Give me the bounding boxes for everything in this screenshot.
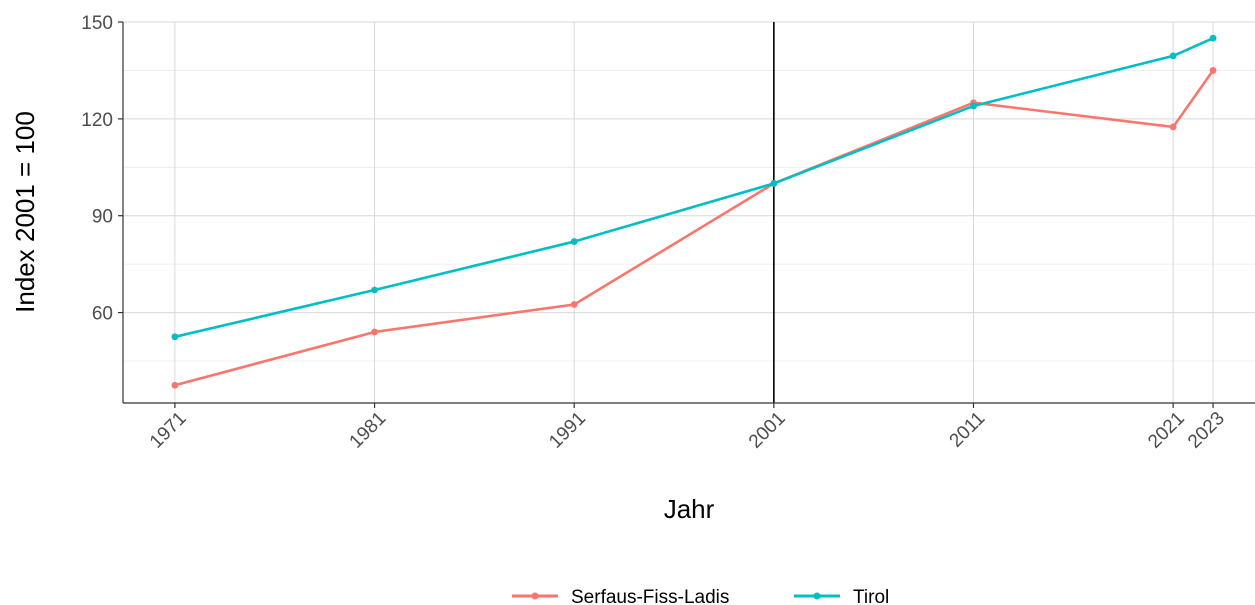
y-tick-label: 120 — [81, 110, 113, 131]
data-point — [1209, 67, 1217, 74]
x-tick-label: 1981 — [346, 408, 391, 453]
data-point — [171, 333, 179, 341]
legend: Serfaus-Fiss-Ladis Tirol — [512, 587, 889, 605]
x-tick-label: 2023 — [1184, 408, 1229, 453]
data-point — [171, 381, 179, 389]
legend-label: Serfaus-Fiss-Ladis — [571, 587, 729, 605]
x-tick-label: 1971 — [146, 408, 191, 453]
legend-item-tirol: Tirol — [794, 587, 889, 605]
x-tick-label: 2021 — [1144, 408, 1189, 453]
x-tick-label: 2011 — [946, 408, 990, 452]
data-point — [570, 238, 578, 245]
data-point — [371, 286, 378, 294]
y-tick-label: 150 — [81, 13, 113, 34]
series-line — [174, 69, 1215, 387]
y-axis-title: Index 2001 = 100 — [10, 111, 40, 313]
data-point — [570, 301, 578, 308]
data-point — [1169, 123, 1177, 131]
legend-key-point — [813, 592, 821, 600]
data-point — [970, 102, 977, 110]
x-tick-label: 1991 — [545, 408, 590, 453]
x-tick-label: 2001 — [745, 408, 790, 453]
data-point — [371, 328, 378, 336]
y-tick-label: 60 — [92, 304, 113, 325]
y-tick-label: 90 — [92, 207, 113, 228]
legend-item-serfaus-fiss-ladis: Serfaus-Fiss-Ladis — [512, 587, 729, 605]
axes — [118, 21, 1255, 408]
series-group — [171, 34, 1217, 389]
y-tick-labels: 60 90 120 150 — [81, 13, 113, 325]
legend-key-point — [531, 592, 539, 600]
data-point — [1209, 34, 1217, 42]
x-axis-title: Jahr — [664, 494, 715, 524]
minor-gridlines — [123, 70, 1255, 362]
legend-label: Tirol — [853, 587, 889, 605]
data-point — [770, 180, 778, 187]
series-line — [174, 36, 1214, 339]
data-point — [1169, 52, 1177, 60]
